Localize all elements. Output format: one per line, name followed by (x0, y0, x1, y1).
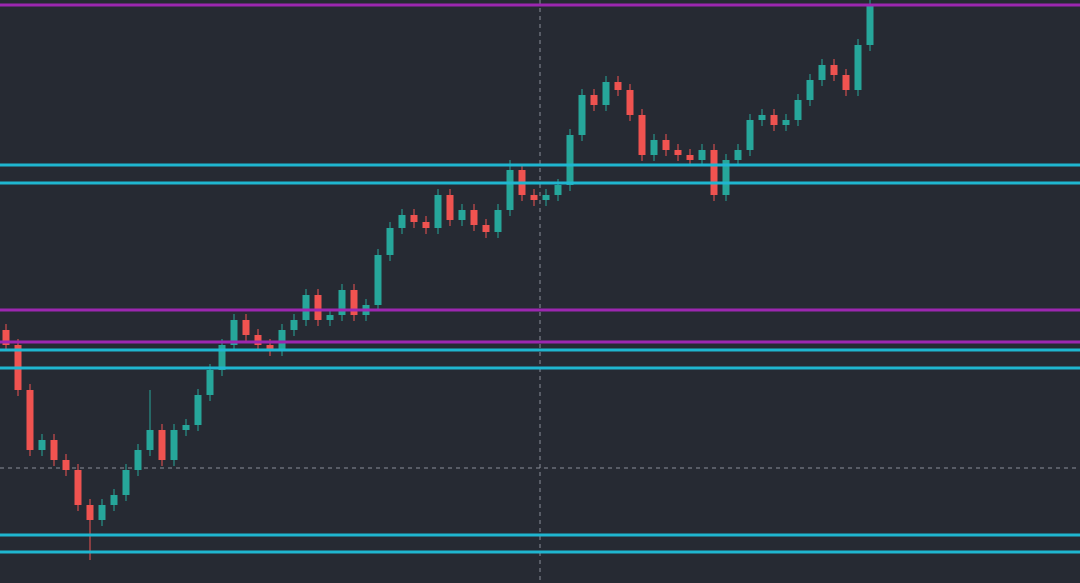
candle-body (590, 95, 598, 105)
candle-body (86, 505, 94, 520)
candle-body (254, 335, 262, 345)
candle-body (458, 210, 466, 220)
candle-body (50, 440, 58, 460)
candle-body (854, 45, 862, 90)
candle-body (38, 440, 46, 450)
candle-body (386, 228, 394, 255)
candle-body (422, 222, 430, 228)
candle-body (470, 210, 478, 225)
candle-body (602, 82, 610, 105)
candle-body (806, 80, 814, 100)
candle-body (314, 295, 322, 320)
candle-body (26, 390, 34, 450)
candle-body (746, 120, 754, 150)
candle-body (134, 450, 142, 470)
candle-body (206, 370, 214, 395)
candle-body (434, 195, 442, 228)
candle-body (74, 470, 82, 505)
candle-body (326, 315, 334, 320)
candle-body (242, 320, 250, 335)
candle-body (506, 170, 514, 210)
candle-body (866, 5, 874, 45)
candle-body (194, 395, 202, 425)
candle-body (686, 155, 694, 160)
candle-body (338, 290, 346, 315)
candle-body (110, 495, 118, 505)
candle-body (218, 345, 226, 370)
candle-body (350, 290, 358, 315)
candle-body (818, 65, 826, 80)
candle-body (710, 150, 718, 195)
candle-body (578, 95, 586, 135)
candle-body (842, 75, 850, 90)
candle-body (146, 430, 154, 450)
candle-body (638, 115, 646, 155)
candle-body (662, 140, 670, 150)
candle-body (734, 150, 742, 160)
candle-body (170, 430, 178, 460)
candle-body (2, 330, 10, 345)
candle-body (158, 430, 166, 460)
candle-body (566, 135, 574, 185)
candle-body (302, 295, 310, 320)
candle-body (722, 160, 730, 195)
candle-body (122, 470, 130, 495)
candle-body (446, 195, 454, 220)
candle-body (182, 425, 190, 430)
candle-body (554, 185, 562, 195)
candle-body (782, 120, 790, 125)
candle-body (542, 195, 550, 200)
candle-body (614, 82, 622, 90)
candle-body (758, 115, 766, 120)
candle-body (278, 330, 286, 350)
candle-body (698, 150, 706, 160)
candle-body (374, 255, 382, 305)
candle-body (290, 320, 298, 330)
candle-body (674, 150, 682, 155)
candle-body (794, 100, 802, 120)
candle-body (266, 345, 274, 350)
candle-body (482, 225, 490, 232)
candle-body (494, 210, 502, 232)
candle-body (62, 460, 70, 470)
candle-body (98, 505, 106, 520)
candle-body (530, 195, 538, 200)
candle-body (650, 140, 658, 155)
candle-body (410, 215, 418, 222)
candle-body (770, 115, 778, 125)
candle-body (230, 320, 238, 345)
candle-body (626, 90, 634, 115)
candle-body (830, 65, 838, 75)
candle-body (398, 215, 406, 228)
